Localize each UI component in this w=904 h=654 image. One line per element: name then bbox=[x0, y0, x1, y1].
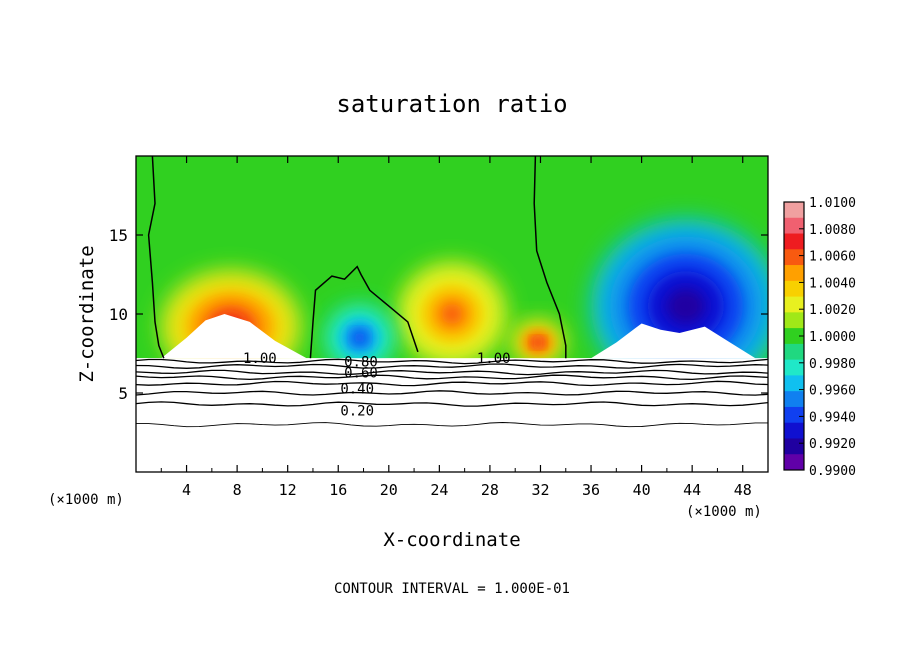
colorbar-swatch bbox=[784, 328, 804, 345]
x-tick-label: 16 bbox=[329, 481, 347, 499]
contour-line bbox=[135, 358, 769, 365]
colorbar-swatch bbox=[784, 280, 804, 298]
x-tick-label: 48 bbox=[734, 481, 752, 499]
colorbar-label: 0.9920 bbox=[809, 437, 856, 452]
colorbar-swatch bbox=[784, 265, 804, 282]
colorbar-label: 1.0000 bbox=[809, 330, 856, 345]
colorbar-swatch bbox=[784, 312, 804, 329]
colorbar-swatch bbox=[784, 422, 804, 439]
peak-32 bbox=[512, 321, 564, 363]
contour-line bbox=[533, 155, 567, 359]
colorbar: 1.0100 1.0080 1.0060 1.0040 1.0020 1.0000 0.99… bbox=[783, 196, 856, 479]
colorbar-swatch bbox=[784, 391, 804, 408]
contour-label: 0.20 bbox=[340, 403, 374, 419]
colorbar-swatch bbox=[784, 202, 804, 219]
y-axis-label: Z-coordinate bbox=[76, 245, 98, 382]
contour-lines: 1.00 0.800.600.40 0.20 1.00 bbox=[135, 155, 769, 428]
x-tick-label: 4 bbox=[182, 481, 191, 499]
x-tick-label: 40 bbox=[633, 481, 651, 499]
contour-line bbox=[135, 363, 769, 369]
colorbar-swatch bbox=[784, 454, 804, 471]
contour-line bbox=[309, 265, 419, 359]
colorbar-label: 1.0100 bbox=[809, 196, 856, 211]
contour-line bbox=[136, 422, 768, 428]
colorbar-swatch bbox=[784, 296, 804, 313]
x-tick-label: 8 bbox=[233, 481, 242, 499]
x-axis-label: X-coordinate bbox=[383, 529, 520, 551]
colorbar-swatch bbox=[784, 438, 804, 455]
colorbar-label: 1.0020 bbox=[809, 303, 856, 318]
colorbar-label: 0.9960 bbox=[809, 384, 856, 399]
heatmap-field bbox=[136, 156, 768, 472]
colorbar-swatch bbox=[784, 217, 804, 235]
contour-line bbox=[135, 401, 769, 407]
contour-label: 0.80 bbox=[344, 354, 378, 370]
x-axis: 4 8 12 16 20 24 28 32 36 40 44 48 bbox=[160, 156, 752, 499]
colorbar-label: 1.0040 bbox=[809, 276, 856, 291]
colorbar-swatch bbox=[784, 406, 804, 424]
x-unit-left: (×1000 m) bbox=[48, 492, 124, 508]
colorbar-label: 0.9980 bbox=[809, 357, 856, 372]
x-tick-label: 24 bbox=[430, 481, 448, 499]
field-ground bbox=[136, 358, 768, 472]
contour-interval-footer: CONTOUR INTERVAL = 1.000E-01 bbox=[334, 581, 570, 597]
contour-line bbox=[147, 155, 165, 359]
colorbar-label: 0.9940 bbox=[809, 410, 856, 425]
white-cap-1 bbox=[161, 314, 307, 359]
contour-label: 0.60 bbox=[344, 365, 378, 381]
colorbar-label: 1.0060 bbox=[809, 250, 856, 265]
colorbar-label: 1.0080 bbox=[809, 223, 856, 238]
colorbar-swatch bbox=[784, 343, 804, 361]
x-tick-label: 28 bbox=[481, 481, 499, 499]
x-tick-label: 12 bbox=[279, 481, 297, 499]
colorbar-swatch bbox=[784, 233, 804, 250]
contour-line bbox=[135, 374, 769, 381]
contour-line bbox=[135, 390, 769, 396]
contour-line bbox=[135, 369, 769, 376]
colorbar-label: 0.9900 bbox=[809, 464, 856, 479]
x-tick-label: 20 bbox=[380, 481, 398, 499]
contour-label: 0.40 bbox=[340, 381, 374, 397]
x-tick-label: 44 bbox=[683, 481, 701, 499]
dry-mid bbox=[326, 306, 393, 370]
contour-label: 1.00 bbox=[243, 351, 277, 367]
y-axis: 5 10 15 bbox=[109, 226, 768, 403]
white-cap-2 bbox=[591, 323, 756, 359]
colorbar-swatch bbox=[784, 249, 804, 266]
x-tick-label: 36 bbox=[582, 481, 600, 499]
y-tick-label: 15 bbox=[109, 226, 128, 245]
x-tick-label: 32 bbox=[531, 481, 549, 499]
chart-title: saturation ratio bbox=[336, 90, 567, 118]
contour-line bbox=[135, 380, 769, 387]
moist-center bbox=[398, 263, 506, 365]
colorbar-swatch bbox=[784, 359, 804, 376]
y-tick-label: 5 bbox=[118, 384, 128, 403]
x-unit-right: (×1000 m) bbox=[686, 504, 762, 520]
y-tick-label: 10 bbox=[109, 305, 128, 324]
contour-label: 1.00 bbox=[477, 351, 511, 367]
colorbar-swatch bbox=[784, 375, 804, 392]
